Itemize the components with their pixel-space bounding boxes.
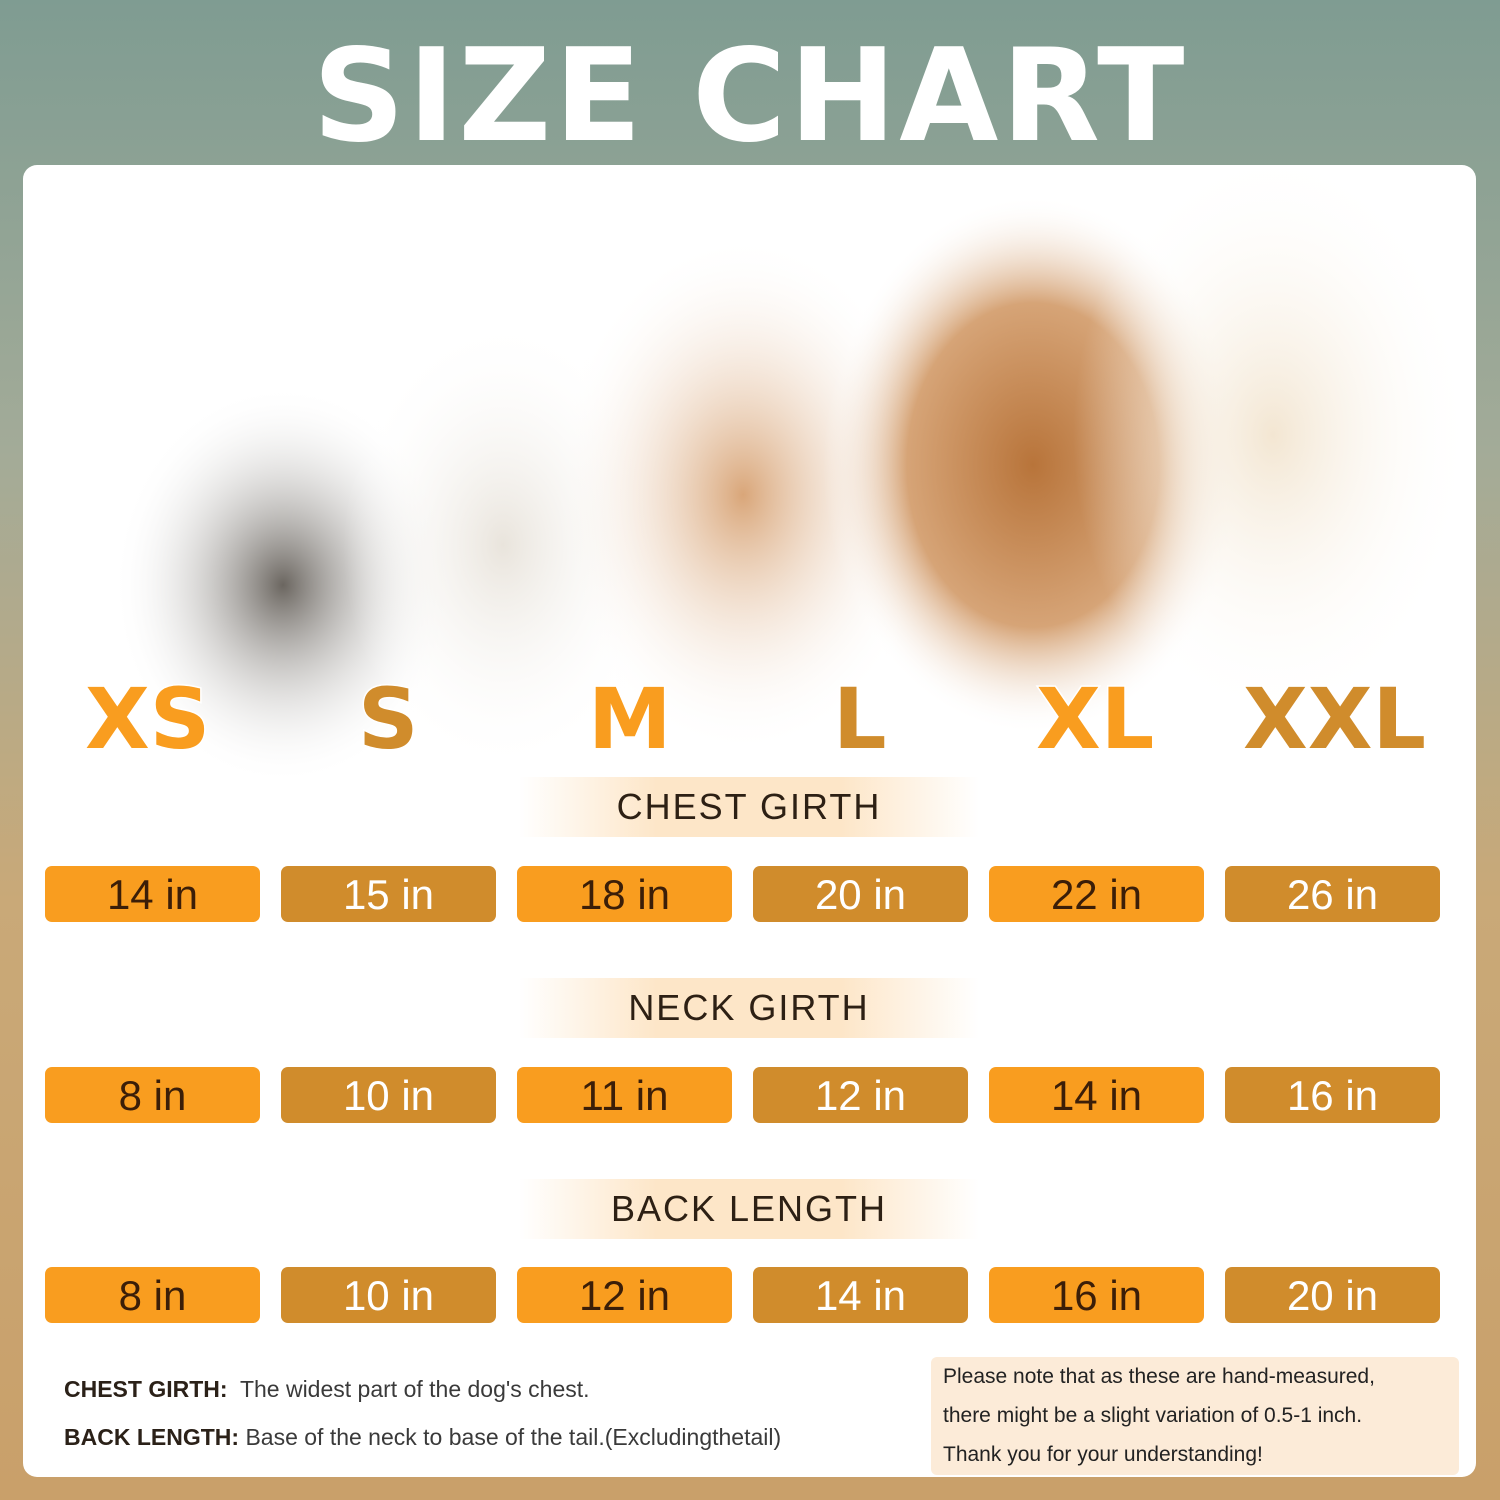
back-xs: 8 in [45, 1267, 260, 1323]
note-line: there might be a slight variation of 0.5… [943, 1404, 1363, 1427]
dogs-illustration [113, 165, 1473, 785]
neck-l: 12 in [753, 1067, 968, 1123]
measurement-note: Please note that as these are hand-measu… [931, 1357, 1459, 1475]
chest-xl: 22 in [989, 866, 1204, 922]
neck-xs: 8 in [45, 1067, 260, 1123]
back-length-row: 8 in 10 in 12 in 14 in 16 in 20 in [45, 1267, 1440, 1323]
chest-s: 15 in [281, 866, 496, 922]
page-title: SIZE CHART [312, 22, 1188, 171]
definition-chest: CHEST GIRTH: The widest part of the dog'… [64, 1365, 914, 1413]
size-label-xxl: XXL [1241, 669, 1427, 770]
neck-xxl: 16 in [1225, 1067, 1440, 1123]
size-label-xs: XS [83, 669, 211, 770]
chest-girth-row: 14 in 15 in 18 in 20 in 22 in 26 in [45, 866, 1440, 922]
chest-l: 20 in [753, 866, 968, 922]
definition-text: Base of the neck to base of the tail.(Ex… [245, 1424, 782, 1450]
note-line: Thank you for your understanding! [943, 1443, 1263, 1466]
back-xxl: 20 in [1225, 1267, 1440, 1323]
neck-girth-row: 8 in 10 in 11 in 12 in 14 in 16 in [45, 1067, 1440, 1123]
neck-xl: 14 in [989, 1067, 1204, 1123]
note-line: Please note that as these are hand-measu… [943, 1365, 1375, 1388]
chest-xxl: 26 in [1225, 866, 1440, 922]
definition-text: The widest part of the dog's chest. [239, 1376, 590, 1402]
back-l: 14 in [753, 1267, 968, 1323]
definitions: CHEST GIRTH: The widest part of the dog'… [64, 1365, 914, 1461]
size-label-xl: XL [1034, 669, 1155, 770]
neck-s: 10 in [281, 1067, 496, 1123]
chest-m: 18 in [517, 866, 732, 922]
section-neck-girth: NECK GIRTH [519, 978, 979, 1038]
chest-xs: 14 in [45, 866, 260, 922]
neck-m: 11 in [517, 1067, 732, 1123]
back-m: 12 in [517, 1267, 732, 1323]
dog-xxl [1073, 165, 1473, 725]
back-xl: 16 in [989, 1267, 1204, 1323]
definition-term: BACK LENGTH: [64, 1424, 240, 1450]
section-back-length: BACK LENGTH [519, 1179, 979, 1239]
back-s: 10 in [281, 1267, 496, 1323]
size-chart-card: XS S M L XL XXL CHEST GIRTH 14 in 15 in … [23, 165, 1476, 1477]
definition-back: BACK LENGTH: Base of the neck to base of… [64, 1413, 914, 1461]
size-label-l: L [832, 669, 889, 770]
size-label-s: S [357, 669, 420, 770]
definition-term: CHEST GIRTH: [64, 1376, 228, 1402]
size-label-m: M [587, 669, 674, 770]
section-chest-girth: CHEST GIRTH [519, 777, 979, 837]
